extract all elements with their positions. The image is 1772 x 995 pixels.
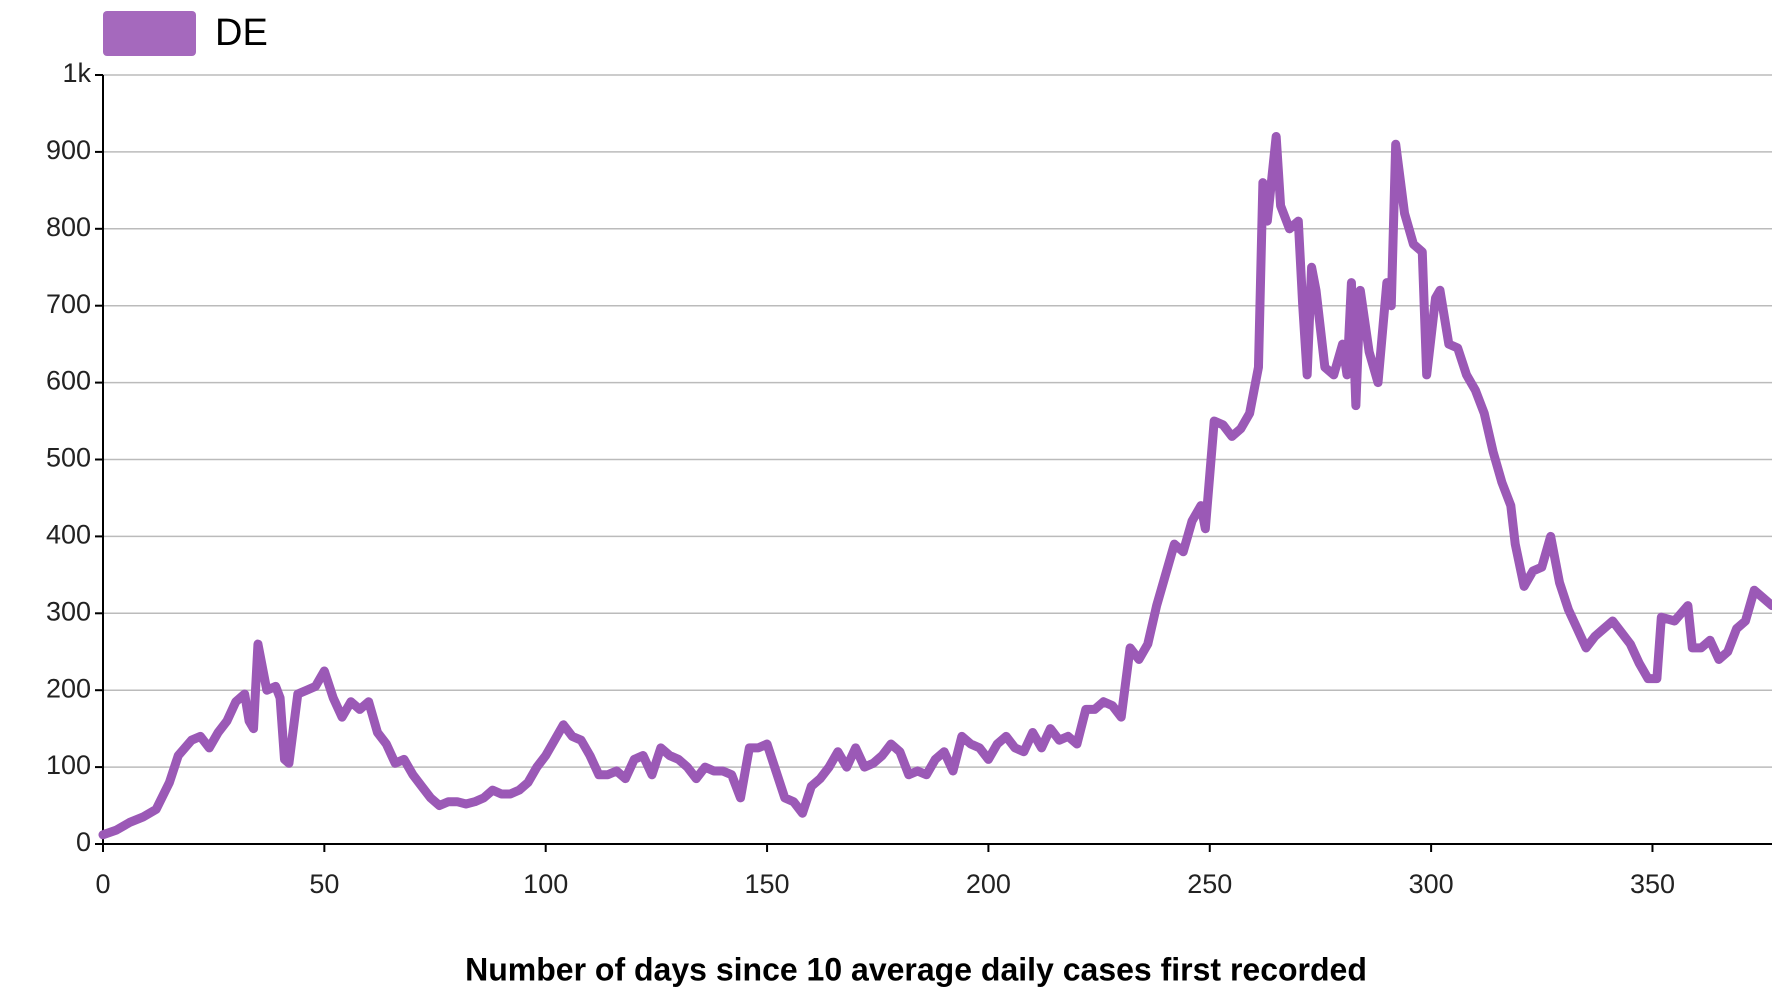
y-tick-label: 900 xyxy=(46,135,91,165)
x-tick-label: 150 xyxy=(745,869,790,899)
y-tick-label: 0 xyxy=(76,827,91,857)
y-tick-label: 400 xyxy=(46,520,91,550)
x-tick-label: 250 xyxy=(1187,869,1232,899)
y-tick-label: 600 xyxy=(46,366,91,396)
y-tick-label: 800 xyxy=(46,212,91,242)
y-tick-label: 500 xyxy=(46,443,91,473)
y-tick-label: 100 xyxy=(46,750,91,780)
x-tick-label: 200 xyxy=(966,869,1011,899)
x-axis-label: Number of days since 10 average daily ca… xyxy=(465,951,1367,987)
x-tick-label: 300 xyxy=(1409,869,1454,899)
y-tick-label: 700 xyxy=(46,289,91,319)
y-tick-label: 300 xyxy=(46,596,91,626)
y-tick-label: 200 xyxy=(46,673,91,703)
x-tick-label: 350 xyxy=(1630,869,1675,899)
x-tick-label: 100 xyxy=(523,869,568,899)
legend-swatch xyxy=(103,11,196,56)
x-tick-label: 50 xyxy=(309,869,339,899)
y-tick-label: 1k xyxy=(62,58,91,88)
legend-label: DE xyxy=(215,12,268,54)
x-tick-label: 0 xyxy=(95,869,110,899)
line xyxy=(98,132,1772,840)
